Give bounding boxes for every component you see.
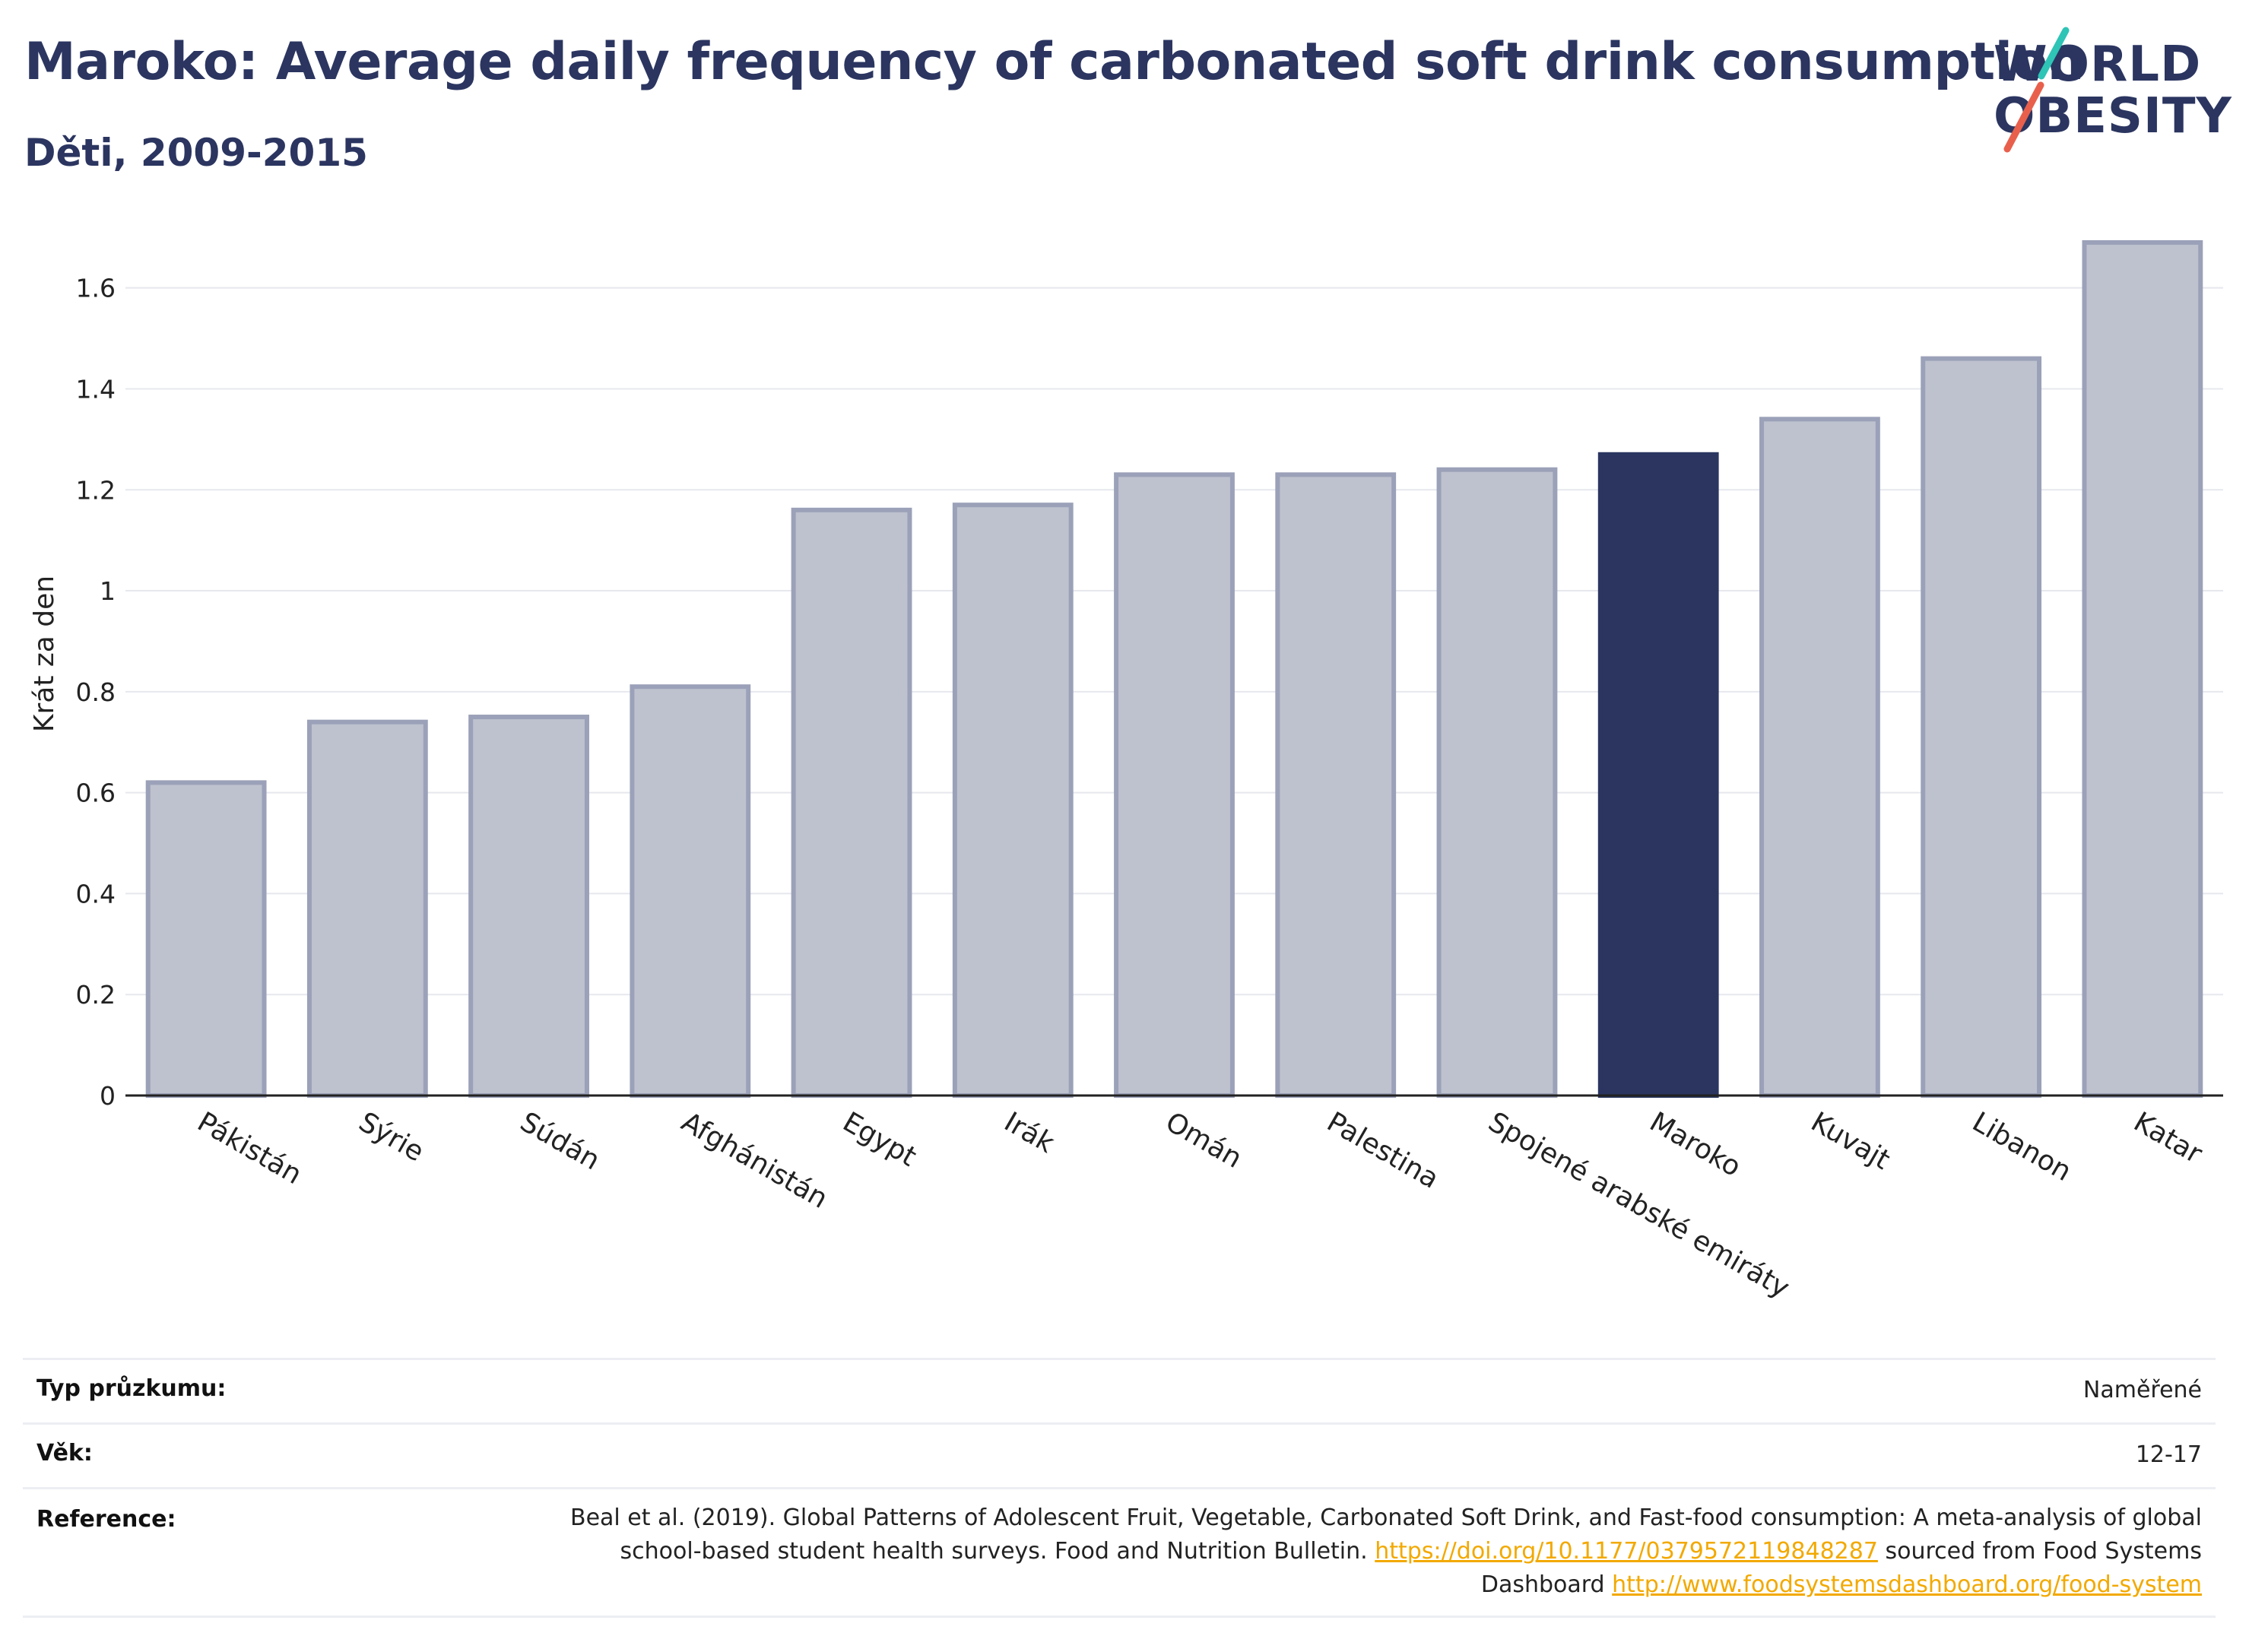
- bar-kuvajt[interactable]: [1759, 417, 1880, 1098]
- bar-omán[interactable]: [1114, 472, 1235, 1098]
- age-label: Věk:: [36, 1440, 93, 1467]
- x-tick-label: Irák: [999, 1106, 1060, 1159]
- y-tick-label: 0.6: [76, 778, 116, 808]
- bar-katar[interactable]: [2082, 239, 2203, 1099]
- survey-type-label: Typ průzkumu:: [36, 1375, 227, 1402]
- reference-source: sourced from Food Systems Dashboard: [1480, 1538, 2202, 1598]
- x-tick-label: Omán: [1160, 1106, 1247, 1175]
- reference-label: Reference:: [36, 1506, 176, 1533]
- x-tick-label: Spojené arabské emiráty: [1483, 1106, 1794, 1304]
- x-tick-label: Palestina: [1321, 1106, 1444, 1195]
- y-tick-label: 1.6: [76, 274, 116, 303]
- y-tick-label: 0: [100, 1081, 116, 1111]
- y-axis-label: Krát za den: [29, 576, 60, 732]
- y-tick-label: 0.4: [76, 879, 116, 908]
- info-table: Typ průzkumu: Naměřené Věk: 12-17 Refere…: [23, 1358, 2216, 1618]
- bar-afghánistán[interactable]: [630, 684, 751, 1098]
- age-row: Věk: 12-17: [23, 1422, 2216, 1487]
- y-tick-label: 1.2: [76, 475, 116, 505]
- chart-title: Maroko: Average daily frequency of carbo…: [24, 32, 2084, 92]
- bar-spojené-arabské-emiráty[interactable]: [1436, 467, 1558, 1098]
- world-obesity-logo: WORLD OBESITY: [1977, 21, 2235, 166]
- bar-chart: 0 0.2 0.4 0.6 0.8 1 1.2 1.4 1.6 Pákistán Sýrie Súdá…: [29, 239, 2223, 1305]
- bar-egypt[interactable]: [791, 507, 912, 1098]
- bar-libanon[interactable]: [1921, 356, 2042, 1098]
- x-tick-label: Sýrie: [354, 1106, 429, 1168]
- y-tick-label: 1: [100, 576, 116, 606]
- reference-citation: Beal et al. (2019). Global Patterns of A…: [569, 1505, 2202, 1565]
- bar-sýrie[interactable]: [306, 719, 428, 1099]
- x-tick-label: Maroko: [1645, 1106, 1746, 1183]
- bar-pákistán[interactable]: [145, 780, 267, 1099]
- x-tick-label: Kuvajt: [1806, 1106, 1895, 1176]
- age-value: 12-17: [2135, 1441, 2202, 1468]
- x-tick-label: Súdán: [515, 1106, 605, 1176]
- logo-word-1: WORLD: [1994, 36, 2202, 93]
- bar-irák[interactable]: [952, 503, 1074, 1098]
- x-tick-label: Libanon: [1967, 1106, 2076, 1187]
- x-tick-label: Egypt: [838, 1106, 921, 1172]
- survey-type-row: Typ průzkumu: Naměřené: [23, 1358, 2216, 1422]
- doi-link[interactable]: https://doi.org/10.1177/0379572119848287: [1375, 1538, 1878, 1565]
- y-tick-label: 0.2: [76, 980, 116, 1010]
- bar-palestina[interactable]: [1275, 472, 1397, 1098]
- chart-subtitle: Děti, 2009-2015: [24, 131, 368, 175]
- y-tick-label: 1.4: [76, 374, 116, 404]
- x-tick-label: Katar: [2128, 1106, 2207, 1170]
- bar-súdán[interactable]: [468, 715, 589, 1099]
- x-tick-label: Pákistán: [192, 1106, 307, 1191]
- survey-type-value: Naměřené: [2082, 1377, 2202, 1403]
- x-tick-label: Afghánistán: [676, 1106, 833, 1215]
- logo-stripe-icon: [2003, 27, 2070, 153]
- reference-row: Reference: Beal et al. (2019). Global Pa…: [23, 1487, 2216, 1618]
- bar-maroko[interactable]: [1597, 452, 1719, 1098]
- dashboard-link[interactable]: http://www.foodsystemsdashboard.org/food…: [1612, 1571, 2202, 1598]
- y-tick-label: 0.8: [76, 677, 116, 707]
- reference-text: Beal et al. (2019). Global Patterns of A…: [23, 1489, 2216, 1602]
- bars: [145, 239, 2203, 1099]
